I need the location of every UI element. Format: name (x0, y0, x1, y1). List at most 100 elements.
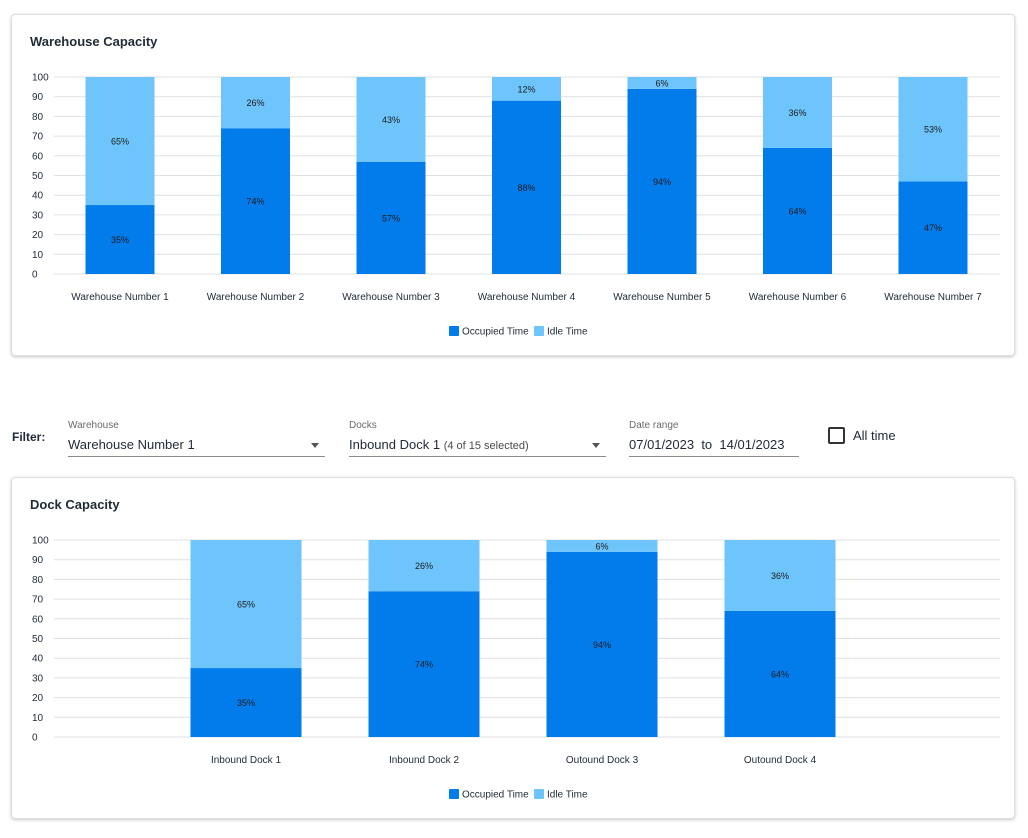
bar-idle-time (221, 77, 290, 129)
data-label: 65% (111, 137, 129, 147)
x-category-label: Inbound Dock 1 (211, 755, 281, 766)
docks-selected-count: (4 of 15 selected) (443, 440, 529, 452)
docks-select-underline (349, 456, 606, 457)
docks-selected-value: Inbound Dock 1 (349, 437, 441, 452)
data-label: 12% (517, 84, 535, 94)
bar-occupied-time (356, 161, 426, 274)
data-label: 36% (788, 108, 806, 118)
data-label: 88% (517, 183, 535, 193)
x-category-label: Warehouse Number 5 (613, 292, 711, 303)
bar-occupied-time (190, 668, 302, 737)
y-tick-label: 10 (32, 250, 44, 261)
x-category-label: Warehouse Number 7 (884, 292, 982, 303)
date-from[interactable]: 07/01/2023 (629, 437, 695, 452)
y-tick-label: 20 (32, 693, 44, 704)
bar-idle-time (724, 540, 836, 611)
warehouse-select-label: Warehouse (68, 420, 119, 431)
x-category-label: Outound Dock 3 (566, 755, 639, 766)
y-tick-label: 40 (32, 654, 44, 665)
bar-occupied-time (627, 88, 697, 274)
data-label: 74% (246, 197, 264, 207)
bar-occupied-time (221, 128, 290, 274)
bar-idle-time (368, 540, 480, 592)
docks-select[interactable]: Docks Inbound Dock 1 (4 of 15 selected) (349, 420, 606, 460)
date-range-value[interactable]: 07/01/2023 to 14/01/2023 (629, 437, 784, 452)
y-tick-label: 70 (32, 132, 44, 143)
y-tick-label: 60 (32, 614, 44, 625)
data-label: 57% (382, 213, 400, 223)
y-tick-label: 50 (32, 171, 44, 182)
bar-idle-time (546, 540, 658, 552)
data-label: 74% (415, 660, 433, 670)
data-label: 65% (237, 600, 255, 610)
bar-idle-time (85, 77, 155, 206)
y-tick-label: 100 (32, 73, 49, 84)
y-tick-label: 30 (32, 210, 44, 221)
y-tick-label: 0 (32, 270, 38, 281)
y-tick-label: 90 (32, 555, 44, 566)
docks-select-label: Docks (349, 420, 377, 431)
y-tick-label: 60 (32, 151, 44, 162)
y-tick-label: 90 (32, 92, 44, 103)
legend-swatch-idle-time (534, 789, 544, 799)
data-label: 6% (655, 78, 668, 88)
bar-occupied-time (85, 205, 155, 274)
legend-label: Idle Time (547, 327, 588, 338)
bar-idle-time (627, 77, 697, 89)
data-label: 35% (237, 698, 255, 708)
date-to[interactable]: 14/01/2023 (719, 437, 785, 452)
date-range-label: Date range (629, 420, 679, 431)
warehouse-capacity-card: Warehouse Capacity 0 10 20 30 40 50 60 70 80 90 10… (11, 14, 1015, 356)
x-category-label: Inbound Dock 2 (389, 755, 459, 766)
warehouse-select[interactable]: Warehouse Warehouse Number 1 (68, 420, 325, 460)
docks-select-value: Inbound Dock 1 (4 of 15 selected) (349, 437, 529, 452)
y-tick-label: 70 (32, 595, 44, 606)
legend-label: Occupied Time (462, 790, 529, 801)
legend-swatch-occupied-time (449, 789, 459, 799)
bar-occupied-time (546, 551, 658, 737)
x-category-label: Warehouse Number 1 (71, 292, 169, 303)
x-category-label: Warehouse Number 2 (207, 292, 305, 303)
bar-occupied-time (763, 147, 832, 274)
bar-idle-time (898, 77, 968, 182)
warehouse-capacity-chart: 0 10 20 30 40 50 60 70 80 90 100 35% 65% Warehouse Nu… (32, 73, 1000, 338)
y-tick-label: 80 (32, 112, 44, 123)
filter-label: Filter: (12, 430, 46, 444)
data-label: 94% (593, 640, 611, 650)
x-category-label: Warehouse Number 4 (478, 292, 576, 303)
bar-idle-time (356, 77, 426, 162)
chevron-down-icon[interactable] (592, 443, 600, 448)
data-label: 26% (415, 561, 433, 571)
all-time-label: All time (853, 428, 896, 443)
bar-occupied-time (492, 100, 561, 274)
date-range-field[interactable]: Date range 07/01/2023 to 14/01/2023 (629, 420, 799, 460)
warehouse-select-value: Warehouse Number 1 (68, 437, 195, 452)
chart-legend: Occupied Time Idle Time (449, 789, 588, 801)
legend-label: Occupied Time (462, 327, 529, 338)
y-tick-label: 40 (32, 191, 44, 202)
data-label: 53% (924, 125, 942, 135)
warehouse-select-underline (68, 456, 325, 457)
y-tick-label: 100 (32, 536, 49, 547)
chevron-down-icon[interactable] (311, 443, 319, 448)
data-label: 43% (382, 115, 400, 125)
bar-idle-time (492, 77, 561, 101)
data-label: 47% (924, 223, 942, 233)
legend-label: Idle Time (547, 790, 588, 801)
data-label: 6% (595, 541, 608, 551)
all-time-checkbox[interactable] (828, 427, 845, 444)
bar-occupied-time (898, 181, 968, 274)
data-label: 64% (788, 206, 806, 216)
data-label: 64% (771, 669, 789, 679)
dock-capacity-chart: 0 10 20 30 40 50 60 70 80 90 100 35% 65% Inbound Dock… (32, 536, 1000, 801)
data-label: 35% (111, 235, 129, 245)
dock-capacity-title: Dock Capacity (30, 497, 120, 512)
x-category-label: Warehouse Number 3 (342, 292, 440, 303)
chart-legend: Occupied Time Idle Time (449, 326, 588, 338)
x-category-label: Warehouse Number 6 (749, 292, 847, 303)
data-label: 94% (653, 177, 671, 187)
data-label: 36% (771, 571, 789, 581)
legend-swatch-idle-time (534, 326, 544, 336)
y-tick-label: 0 (32, 733, 38, 744)
y-tick-label: 50 (32, 634, 44, 645)
